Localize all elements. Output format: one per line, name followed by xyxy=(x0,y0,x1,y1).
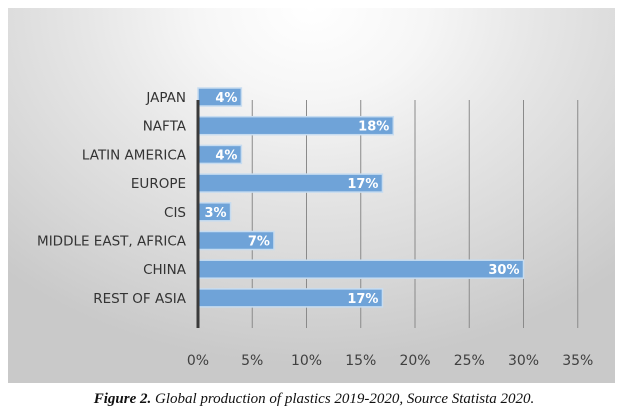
category-label: MIDDLE EAST, AFRICA xyxy=(37,234,187,250)
category-label: LATIN AMERICA xyxy=(82,147,187,163)
x-tick-label: 0% xyxy=(187,353,209,369)
x-tick-label: 15% xyxy=(345,353,376,369)
data-label: 7% xyxy=(248,235,270,250)
caption-label: Figure 2. xyxy=(93,391,152,407)
category-label: CIS xyxy=(164,205,186,221)
data-label: 4% xyxy=(215,91,237,106)
data-label: 30% xyxy=(488,263,519,278)
bar-chart: 0% 5% 10% 15% 20% 25% 30% 35% JAPAN 4% NAFTA 18% LAT… xyxy=(37,87,593,369)
category-label: JAPAN xyxy=(145,90,186,106)
caption-text: Global production of plastics 2019-2020,… xyxy=(151,391,535,407)
chart-panel: 0% 5% 10% 15% 20% 25% 30% 35% JAPAN 4% NAFTA 18% LAT… xyxy=(8,8,615,383)
data-label: 17% xyxy=(347,292,378,307)
figure-caption: Figure 2. Global production of plastics … xyxy=(0,391,628,408)
data-label: 4% xyxy=(215,148,237,163)
data-label: 3% xyxy=(204,206,226,221)
x-tick-label: 35% xyxy=(562,353,593,369)
x-tick-label: 10% xyxy=(291,353,322,369)
x-tick-label: 25% xyxy=(454,353,485,369)
category-label: REST OF ASIA xyxy=(93,291,186,307)
bar xyxy=(197,87,243,107)
x-tick-label: 20% xyxy=(399,353,430,369)
data-label: 17% xyxy=(347,177,378,192)
category-label: CHINA xyxy=(143,262,187,278)
data-label: 18% xyxy=(358,120,389,135)
category-label: EUROPE xyxy=(131,176,186,192)
category-label: NAFTA xyxy=(143,119,187,135)
x-tick-label: 5% xyxy=(241,353,263,369)
x-tick-label: 30% xyxy=(508,353,539,369)
bar xyxy=(197,259,525,279)
